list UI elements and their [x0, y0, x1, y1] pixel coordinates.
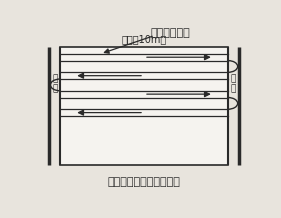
Text: トラムライン: トラムライン — [150, 28, 190, 38]
Text: 畦
畔: 畦 畔 — [52, 74, 57, 94]
Text: 畦
畔: 畦 畔 — [231, 74, 236, 94]
Text: （間隔10m）: （間隔10m） — [121, 35, 167, 45]
Bar — [60, 47, 228, 165]
Text: 図２　作業経路の模式図: 図２ 作業経路の模式図 — [108, 177, 180, 187]
